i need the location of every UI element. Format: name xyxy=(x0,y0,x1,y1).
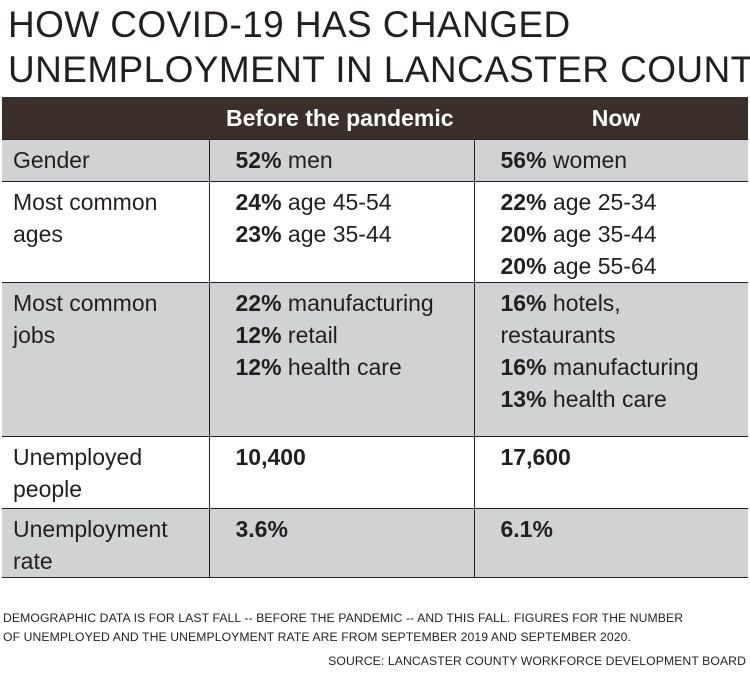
title-line-1: HOW COVID-19 HAS CHANGED xyxy=(8,4,571,45)
row-label-line: Unemployed xyxy=(13,444,143,470)
stat-text: hotels, xyxy=(546,290,621,316)
stat-value: 23% xyxy=(235,221,282,247)
row-label: Gender xyxy=(2,139,210,182)
stat-line: 52% men xyxy=(236,144,474,176)
before-cell: 10,400 xyxy=(208,436,475,509)
before-cell: 3.6% xyxy=(208,508,475,578)
stat-line: 16% manufacturing xyxy=(501,351,749,383)
stat-line: 6.1% xyxy=(501,513,749,545)
before-cell: 52% men xyxy=(208,139,475,182)
stat-line: 10,400 xyxy=(236,441,474,473)
header-before: Before the pandemic xyxy=(209,97,474,140)
stat-value: 24% xyxy=(235,189,282,215)
header-blank xyxy=(2,97,209,140)
footnote-line-1: DEMOGRAPHIC DATA IS FOR LAST FALL -- BEF… xyxy=(3,611,684,625)
stat-text: manufacturing xyxy=(546,354,699,380)
row-label: Unemployment rate xyxy=(2,508,210,578)
stat-line: 22% age 25-34 xyxy=(501,186,749,218)
row-label-line: Gender xyxy=(13,147,90,173)
stat-text: age 35-44 xyxy=(281,221,392,247)
footnote-line-2: OF UNEMPLOYED AND THE UNEMPLOYMENT RATE … xyxy=(3,630,631,644)
stat-line: 12% health care xyxy=(236,351,474,383)
stat-line: 23% age 35-44 xyxy=(236,218,474,250)
stat-line: 56% women xyxy=(501,144,749,176)
stat-text: age 35-44 xyxy=(546,221,657,247)
now-cell: 56% women xyxy=(473,139,749,182)
stat-text: health care xyxy=(281,354,402,380)
table-header-row: Before the pandemic Now xyxy=(2,97,748,140)
footnote: DEMOGRAPHIC DATA IS FOR LAST FALL -- BEF… xyxy=(3,609,748,647)
stat-line: 12% retail xyxy=(236,319,474,351)
stat-line: 3.6% xyxy=(236,513,474,545)
row-label-line: Most common xyxy=(13,290,158,316)
table-row: Unemployment rate 3.6% 6.1% xyxy=(2,508,749,578)
stat-value: 10,400 xyxy=(235,444,306,470)
now-cell: 6.1% xyxy=(473,508,749,578)
stat-line: 13% health care xyxy=(501,383,749,415)
stat-value: 3.6% xyxy=(235,516,288,542)
now-cell: 17,600 xyxy=(473,436,749,509)
stat-line: 16% hotels, xyxy=(501,287,749,319)
row-label: Most common jobs xyxy=(2,282,210,437)
row-label-line: Most common xyxy=(13,189,158,215)
stat-value: 22% xyxy=(235,290,282,316)
row-label-line: people xyxy=(13,476,83,502)
stat-text: age 55-64 xyxy=(546,253,657,279)
stat-value: 20% xyxy=(500,221,547,247)
stat-line: 20% age 35-44 xyxy=(501,218,749,250)
stat-text: age 45-54 xyxy=(281,189,392,215)
stat-value: 20% xyxy=(500,253,547,279)
stat-value: 22% xyxy=(500,189,547,215)
table-body: Gender 52% men 56% women Most common ages 24%… xyxy=(2,139,749,578)
row-label-line: jobs xyxy=(13,322,56,348)
stat-value: 16% xyxy=(500,290,547,316)
header-now: Now xyxy=(474,97,748,140)
before-cell: 24% age 45-54 23% age 35-44 xyxy=(208,181,475,283)
title-line-2: UNEMPLOYMENT IN LANCASTER COUNTY xyxy=(8,49,750,90)
now-cell: 16% hotels, restaurants 16% manufacturing 1… xyxy=(473,282,749,437)
stat-line: 22% manufacturing xyxy=(236,287,474,319)
table-row: Gender 52% men 56% women xyxy=(2,139,749,182)
stat-text: women xyxy=(546,147,628,173)
before-cell: 22% manufacturing 12% retail 12% health ca… xyxy=(208,282,475,437)
stat-value: 16% xyxy=(500,354,547,380)
stat-text: manufacturing xyxy=(281,290,434,316)
stat-text: health care xyxy=(546,386,667,412)
table-row: Most common jobs 22% manufacturing 12% reta… xyxy=(2,282,749,437)
stat-value: 6.1% xyxy=(500,516,553,542)
stat-value: 52% xyxy=(235,147,282,173)
source-credit: SOURCE: LANCASTER COUNTY WORKFORCE DEVEL… xyxy=(328,654,746,668)
stat-value: 13% xyxy=(500,386,547,412)
stat-line: 20% age 55-64 xyxy=(501,250,749,282)
row-label-line: rate xyxy=(13,548,53,574)
stat-continuation: restaurants xyxy=(500,322,616,348)
row-label: Unemployed people xyxy=(2,436,210,509)
page-title: HOW COVID-19 HAS CHANGED UNEMPLOYMENT IN… xyxy=(8,2,750,92)
table-row: Most common ages 24% age 45-54 23% age 35-4… xyxy=(2,181,749,283)
stat-value: 17,600 xyxy=(500,444,571,470)
stat-text: men xyxy=(281,147,333,173)
row-label-line: ages xyxy=(13,221,63,247)
now-cell: 22% age 25-34 20% age 35-44 20% age 55-64 xyxy=(473,181,749,283)
stat-value: 12% xyxy=(235,354,282,380)
stat-line: 17,600 xyxy=(501,441,749,473)
row-label-line: Unemployment xyxy=(13,516,168,542)
unemployment-table: Before the pandemic Now Gender 52% men 56%… xyxy=(2,97,748,578)
stat-value: 12% xyxy=(235,322,282,348)
table-row: Unemployed people 10,400 17,600 xyxy=(2,436,749,509)
row-label: Most common ages xyxy=(2,181,210,283)
stat-text: age 25-34 xyxy=(546,189,657,215)
stat-text: retail xyxy=(281,322,338,348)
stat-value: 56% xyxy=(500,147,547,173)
stat-line: 24% age 45-54 xyxy=(236,186,474,218)
